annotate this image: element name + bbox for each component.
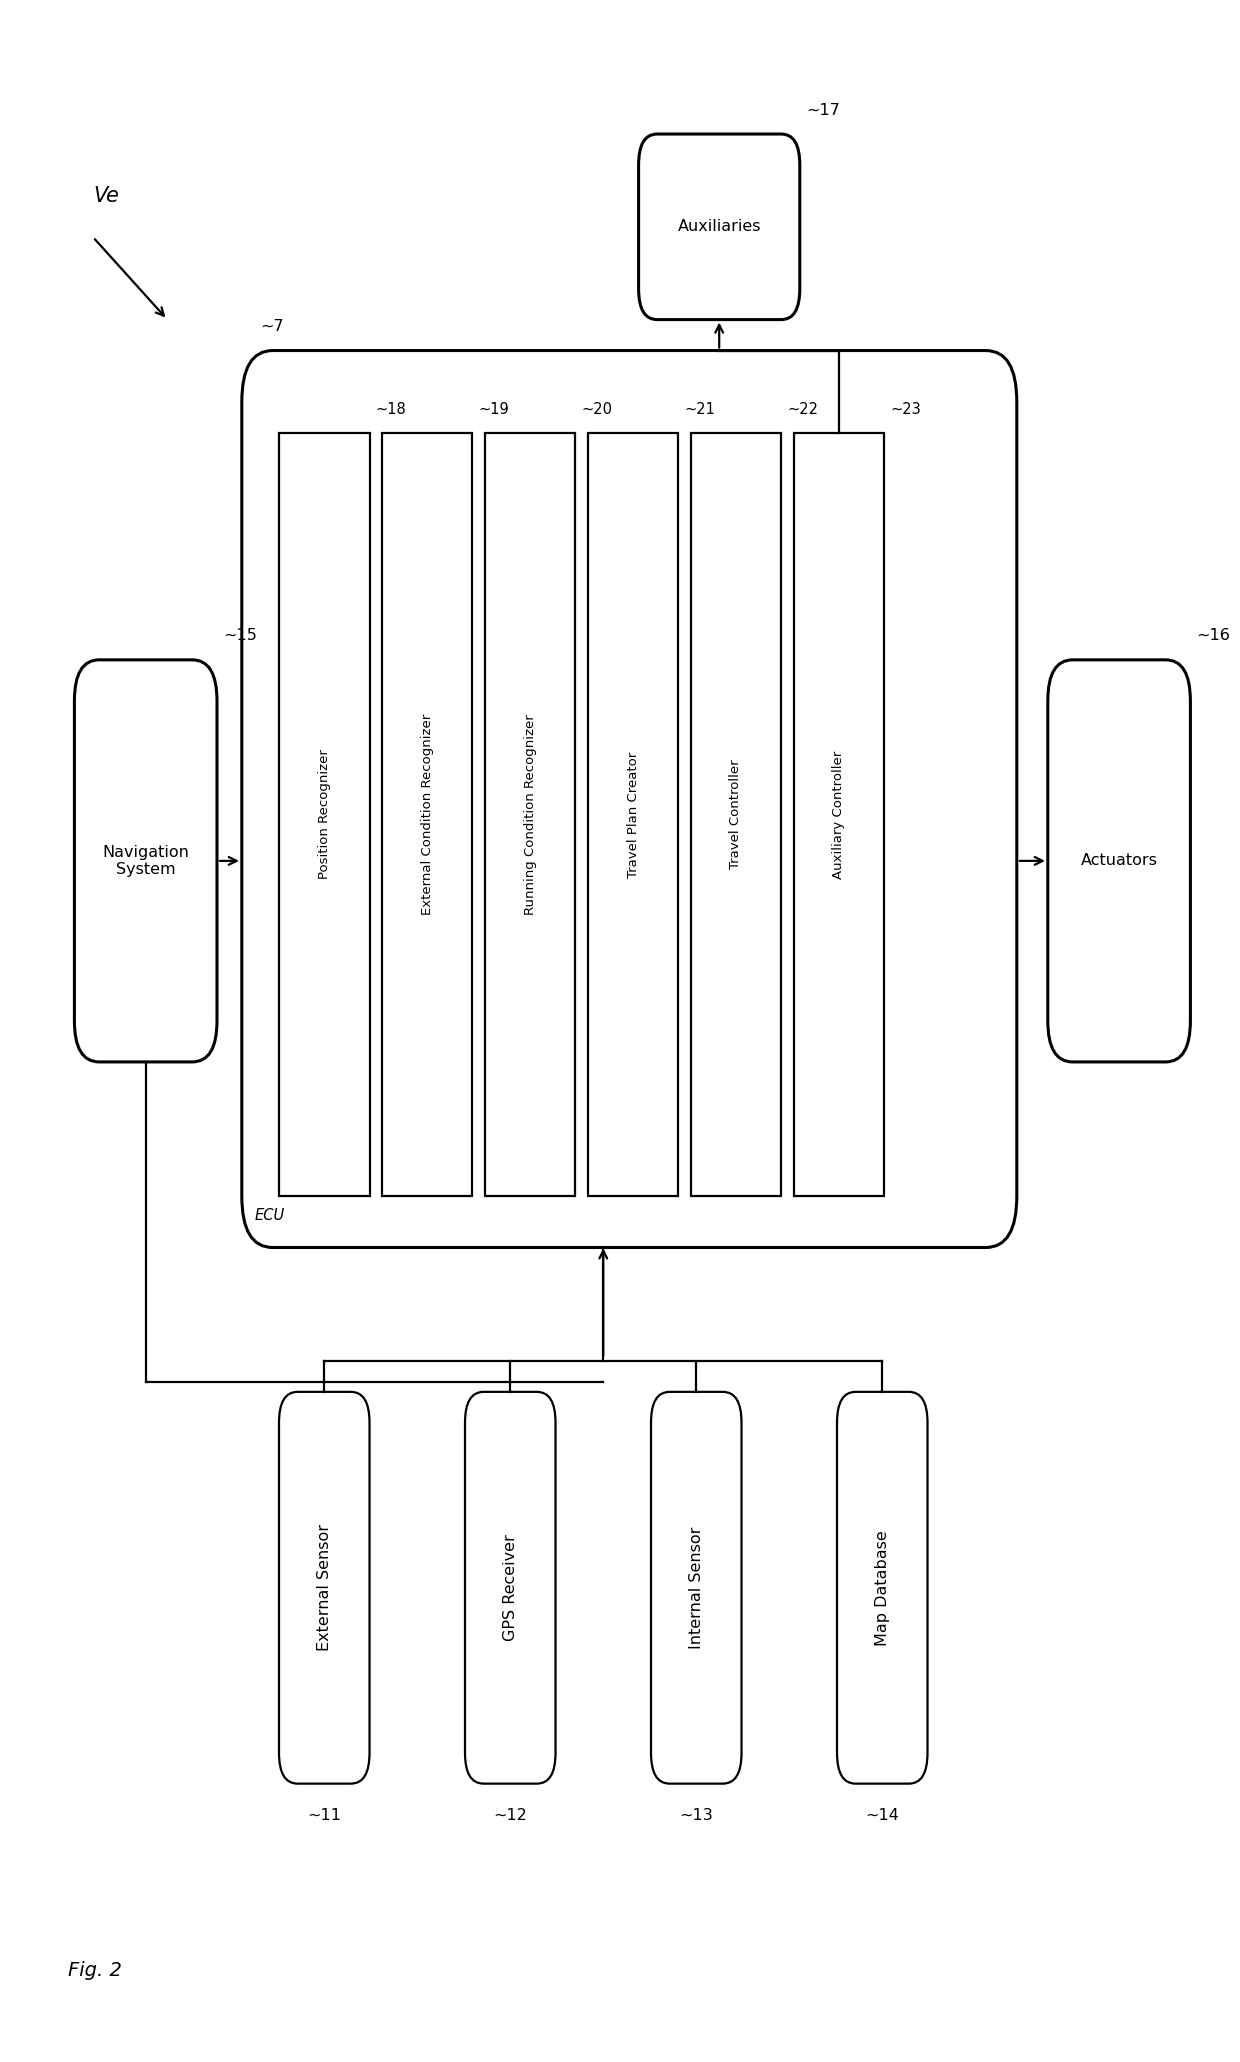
FancyBboxPatch shape [691, 433, 781, 1196]
Text: ~12: ~12 [494, 1808, 527, 1823]
Text: Navigation
System: Navigation System [102, 845, 190, 876]
Text: ~23: ~23 [890, 402, 921, 417]
FancyBboxPatch shape [465, 1392, 556, 1784]
Text: ECU: ECU [254, 1208, 284, 1223]
Text: ~14: ~14 [866, 1808, 899, 1823]
Text: Running Condition Recognizer: Running Condition Recognizer [523, 713, 537, 916]
FancyBboxPatch shape [242, 351, 1017, 1248]
Text: Auxiliary Controller: Auxiliary Controller [832, 751, 846, 878]
Text: ~20: ~20 [582, 402, 613, 417]
Text: ~22: ~22 [787, 402, 818, 417]
Text: Position Recognizer: Position Recognizer [317, 751, 331, 878]
Text: ~15: ~15 [223, 629, 257, 643]
Text: Fig. 2: Fig. 2 [68, 1961, 122, 1980]
Text: Internal Sensor: Internal Sensor [688, 1526, 704, 1650]
FancyBboxPatch shape [382, 433, 472, 1196]
Text: ~17: ~17 [806, 103, 839, 118]
Text: Map Database: Map Database [874, 1530, 890, 1645]
Text: ~19: ~19 [479, 402, 510, 417]
Text: ~13: ~13 [680, 1808, 713, 1823]
FancyBboxPatch shape [588, 433, 678, 1196]
FancyBboxPatch shape [279, 433, 370, 1196]
FancyBboxPatch shape [1048, 660, 1190, 1062]
Text: Travel Controller: Travel Controller [729, 759, 743, 870]
Text: External Sensor: External Sensor [316, 1524, 332, 1652]
Text: External Condition Recognizer: External Condition Recognizer [420, 713, 434, 916]
Text: ~21: ~21 [684, 402, 715, 417]
Text: Auxiliaries: Auxiliaries [677, 219, 761, 235]
Text: Ve: Ve [93, 186, 119, 206]
Text: Travel Plan Creator: Travel Plan Creator [626, 751, 640, 878]
FancyBboxPatch shape [794, 433, 884, 1196]
Text: GPS Receiver: GPS Receiver [502, 1534, 518, 1641]
Text: Actuators: Actuators [1081, 854, 1157, 868]
FancyBboxPatch shape [279, 1392, 370, 1784]
Text: ~16: ~16 [1197, 629, 1230, 643]
FancyBboxPatch shape [74, 660, 217, 1062]
FancyBboxPatch shape [485, 433, 575, 1196]
FancyBboxPatch shape [639, 134, 800, 320]
FancyBboxPatch shape [837, 1392, 928, 1784]
Text: ~18: ~18 [376, 402, 407, 417]
FancyBboxPatch shape [651, 1392, 742, 1784]
Text: ~7: ~7 [260, 320, 284, 334]
Text: ~11: ~11 [308, 1808, 341, 1823]
